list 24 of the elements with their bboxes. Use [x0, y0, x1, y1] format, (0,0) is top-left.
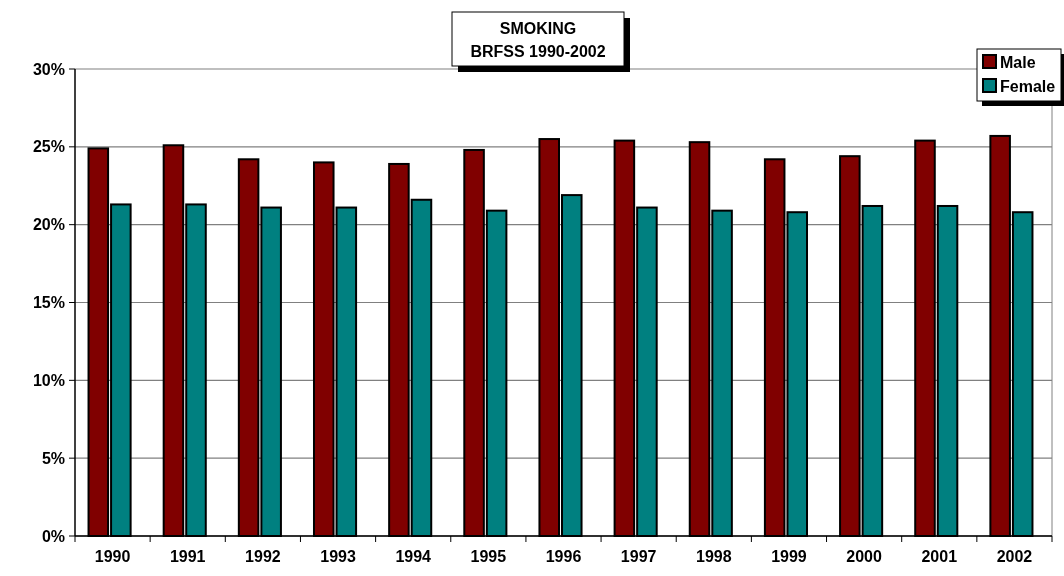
x-tick-label: 1993 — [320, 548, 356, 565]
chart-subtitle: BRFSS 1990-2002 — [470, 43, 606, 60]
x-tick-label: 1994 — [395, 548, 432, 565]
x-tick-label: 1995 — [470, 548, 507, 565]
x-tick-label: 1990 — [94, 548, 131, 565]
x-tick-label: 1999 — [771, 548, 807, 565]
x-tick-label: 2002 — [996, 548, 1033, 565]
y-tick-label: 20% — [32, 216, 65, 234]
x-tick-label: 2000 — [846, 548, 883, 565]
x-tick-label: 1991 — [169, 548, 206, 565]
y-tick-label: 5% — [41, 449, 65, 467]
x-tick-label: 2001 — [921, 548, 958, 565]
x-tick-label: 1996 — [545, 548, 582, 565]
x-tick-label: 1998 — [696, 548, 732, 565]
y-tick-label: 25% — [32, 138, 65, 156]
x-tick-label: 1992 — [245, 548, 281, 565]
legend-label: Female — [1000, 77, 1056, 95]
y-tick-label: 30% — [32, 60, 65, 78]
y-tick-label: 0% — [41, 527, 65, 545]
y-tick-label: 15% — [32, 294, 65, 312]
legend-label: Male — [1000, 53, 1036, 71]
x-tick-label: 1997 — [620, 548, 657, 565]
chart-title: SMOKING — [499, 20, 577, 37]
y-tick-label: 10% — [32, 371, 65, 389]
